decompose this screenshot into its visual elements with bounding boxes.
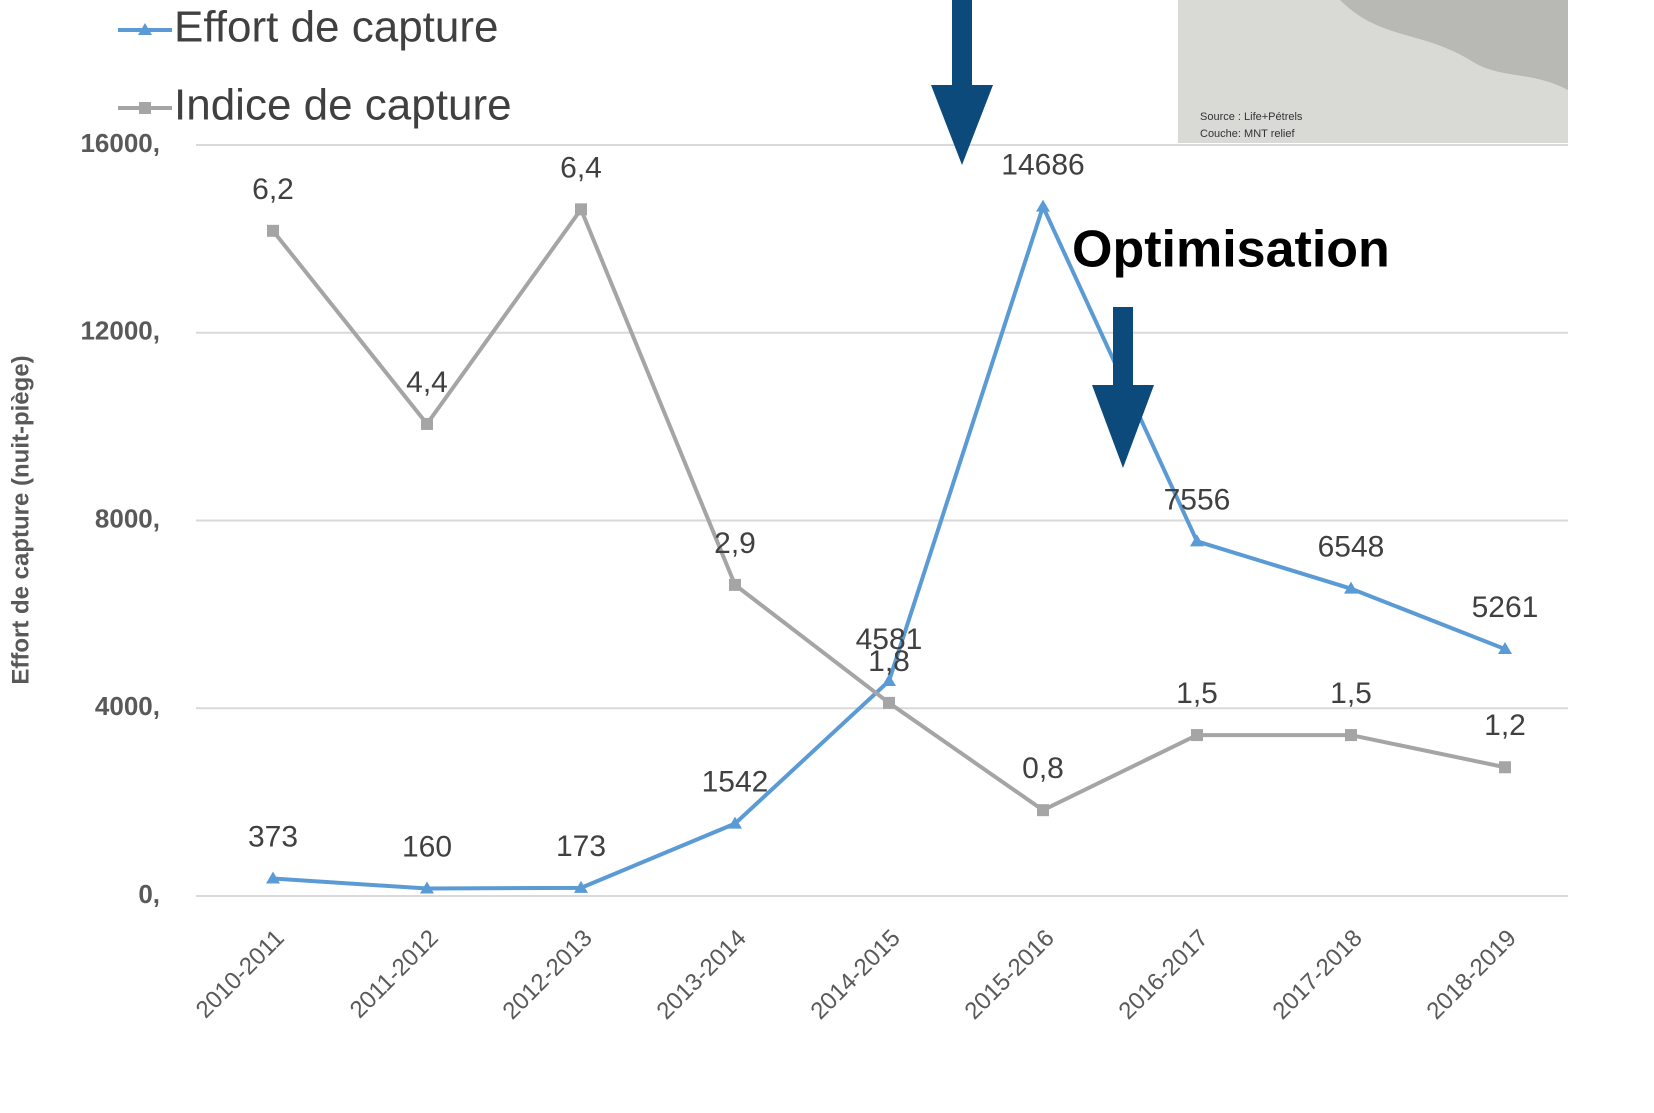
data-label: 2,9 bbox=[714, 527, 756, 560]
marker bbox=[575, 203, 587, 216]
y-tick-label: 0, bbox=[138, 879, 160, 909]
data-label: 173 bbox=[556, 830, 606, 863]
data-label: 160 bbox=[402, 830, 452, 863]
data-label: 373 bbox=[248, 820, 298, 853]
marker bbox=[1498, 642, 1512, 655]
x-tick-label: 2017-2018 bbox=[1267, 925, 1367, 1025]
x-tick-label: 2015-2016 bbox=[959, 925, 1059, 1025]
marker bbox=[1190, 534, 1204, 547]
data-label: 6,2 bbox=[252, 173, 294, 206]
legend-marker bbox=[138, 23, 152, 35]
data-label: 6548 bbox=[1318, 531, 1385, 564]
data-label: 7556 bbox=[1164, 483, 1231, 516]
marker bbox=[1345, 729, 1357, 742]
x-tick-label: 2012-2013 bbox=[497, 925, 597, 1025]
legend-label: Indice de capture bbox=[174, 81, 512, 130]
marker bbox=[1344, 581, 1358, 594]
y-tick-label: 16000, bbox=[80, 128, 160, 158]
arrow bbox=[931, 0, 993, 165]
data-label: 14686 bbox=[1001, 149, 1084, 182]
x-tick-label: 2011-2012 bbox=[345, 925, 444, 1024]
marker bbox=[266, 871, 280, 884]
marker bbox=[1191, 729, 1203, 742]
marker bbox=[267, 224, 279, 237]
data-label: 5261 bbox=[1472, 591, 1539, 624]
map-source: Source : Life+Pétrels bbox=[1200, 111, 1303, 123]
data-label: 1,2 bbox=[1484, 709, 1526, 742]
x-tick-label: 2013-2014 bbox=[651, 925, 751, 1025]
data-label: 1,8 bbox=[868, 645, 910, 678]
x-tick-label: 2014-2015 bbox=[805, 925, 905, 1025]
data-label: 1,5 bbox=[1176, 677, 1218, 710]
data-label: 4,4 bbox=[406, 366, 448, 399]
series-line bbox=[271, 205, 1506, 813]
y-tick-label: 4000, bbox=[95, 691, 160, 721]
y-axis-label: Effort de capture (nuit-piège) bbox=[7, 355, 34, 684]
y-tick-label: 8000, bbox=[95, 503, 160, 533]
map-layer: Couche: MNT relief bbox=[1200, 128, 1295, 140]
marker bbox=[1037, 804, 1049, 817]
legend-label: Effort de capture bbox=[174, 3, 499, 52]
data-label: 4581 bbox=[856, 623, 923, 656]
marker bbox=[882, 673, 896, 686]
x-tick-label: 2016-2017 bbox=[1113, 925, 1213, 1025]
x-tick-label: 2010-2011 bbox=[191, 925, 290, 1024]
marker bbox=[729, 578, 741, 591]
marker bbox=[883, 696, 895, 709]
marker bbox=[1499, 761, 1511, 774]
legend-marker bbox=[139, 102, 151, 114]
data-label: 1,5 bbox=[1330, 677, 1372, 710]
data-label: 6,4 bbox=[560, 151, 602, 184]
y-tick-label: 12000, bbox=[80, 316, 160, 346]
data-label: 0,8 bbox=[1022, 752, 1064, 785]
marker bbox=[420, 881, 434, 894]
arrow bbox=[1092, 307, 1154, 468]
marker bbox=[728, 816, 742, 829]
marker bbox=[574, 880, 588, 893]
marker bbox=[1036, 199, 1050, 212]
annotation: Optimisation bbox=[1072, 221, 1390, 279]
map-relief bbox=[1340, 0, 1568, 90]
data-label: 1542 bbox=[702, 766, 769, 799]
x-tick-label: 2018-2019 bbox=[1421, 925, 1521, 1025]
marker bbox=[421, 417, 433, 430]
